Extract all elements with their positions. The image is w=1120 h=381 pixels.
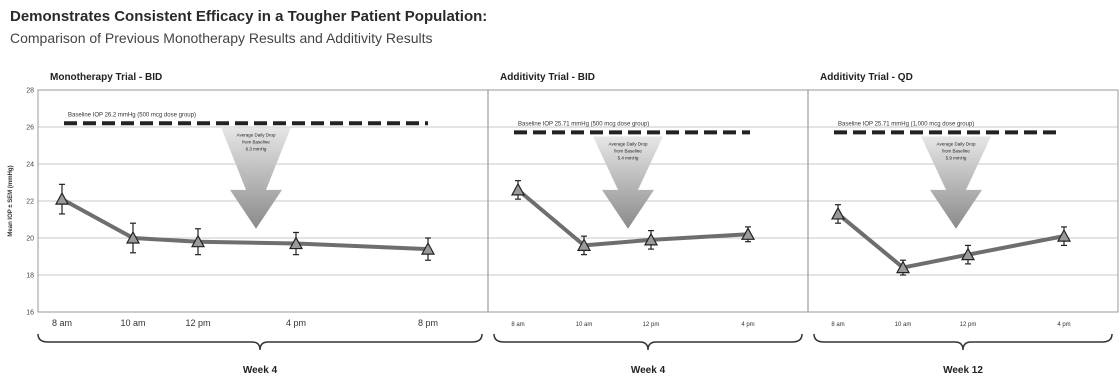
- drop-arrow: [593, 136, 663, 229]
- x-tick-label: 4 pm: [741, 322, 754, 328]
- chart-main-title: Demonstrates Consistent Efficacy in a To…: [10, 8, 488, 25]
- baseline-label: Baseline IOP 25.71 mmHg (500 mcg dose gr…: [518, 121, 649, 127]
- drop-annotation: Average Daily Drop: [609, 141, 648, 146]
- data-point-marker: [830, 206, 846, 220]
- data-point-marker: [895, 260, 911, 274]
- drop-annotation: from Baseline: [242, 139, 270, 144]
- panel-title: Monotherapy Trial - BID: [50, 72, 162, 83]
- data-point-marker: [420, 241, 436, 255]
- x-tick-label: 4 pm: [286, 318, 306, 328]
- drop-annotation: 5.4 mmHg: [618, 155, 639, 160]
- x-tick-label: 8 am: [52, 318, 72, 328]
- data-point-marker: [288, 236, 304, 250]
- data-point-marker: [125, 230, 141, 244]
- chart-subtitle: Comparison of Previous Monotherapy Resul…: [10, 30, 433, 46]
- data-point-marker: [510, 182, 526, 196]
- week-bracket: [37, 333, 483, 351]
- panel-title: Additivity Trial - QD: [820, 72, 913, 83]
- y-tick-label: 22: [26, 199, 34, 206]
- drop-annotation: from Baseline: [614, 148, 642, 153]
- data-point-marker: [1056, 228, 1072, 242]
- drop-annotation: 5.9 mmHg: [946, 155, 967, 160]
- x-tick-label: 12 pm: [960, 322, 977, 328]
- series-line: [836, 212, 1065, 270]
- x-tick-label: 4 pm: [1057, 322, 1070, 328]
- baseline-label: Baseline IOP 26.2 mmHg (500 mcg dose gro…: [68, 112, 196, 118]
- y-tick-label: 20: [26, 236, 34, 243]
- x-tick-label: 10 am: [576, 322, 593, 328]
- y-tick-label: 18: [26, 273, 34, 280]
- panel-title: Additivity Trial - BID: [500, 72, 595, 83]
- data-point-marker: [643, 232, 659, 246]
- week-label: Week 4: [243, 365, 278, 376]
- data-point-marker: [576, 238, 592, 251]
- drop-annotation: Average Daily Drop: [937, 141, 976, 146]
- y-tick-label: 26: [26, 125, 34, 132]
- y-tick-label: 16: [26, 310, 34, 317]
- x-tick-label: 8 am: [511, 322, 524, 328]
- drop-arrow: [221, 127, 291, 229]
- week-bracket: [493, 333, 803, 351]
- drop-annotation: 6.3 mmHg: [246, 146, 267, 151]
- data-point-marker: [54, 191, 70, 205]
- drop-annotation: from Baseline: [942, 148, 970, 153]
- x-tick-label: 10 am: [895, 322, 912, 328]
- x-tick-label: 8 pm: [418, 318, 438, 328]
- drop-arrow: [921, 136, 991, 229]
- x-tick-label: 12 pm: [643, 322, 660, 328]
- y-tick-label: 28: [26, 88, 34, 95]
- week-bracket: [813, 333, 1113, 351]
- y-axis-label: Mean IOP ± SEM (mmHg): [8, 165, 14, 236]
- data-point-marker: [740, 227, 756, 240]
- x-tick-label: 8 am: [831, 322, 844, 328]
- y-tick-label: 24: [26, 162, 34, 169]
- x-tick-label: 10 am: [120, 318, 145, 328]
- drop-annotation: Average Daily Drop: [237, 132, 276, 137]
- week-label: Week 4: [631, 365, 666, 376]
- plot-frame: [37, 89, 1119, 313]
- week-label: Week 12: [943, 365, 983, 376]
- data-point-marker: [190, 234, 206, 248]
- series-line: [516, 188, 749, 248]
- data-point-marker: [960, 247, 976, 261]
- x-tick-label: 12 pm: [185, 318, 210, 328]
- baseline-label: Baseline IOP 25.71 mmHg (1,000 mcg dose …: [838, 121, 974, 127]
